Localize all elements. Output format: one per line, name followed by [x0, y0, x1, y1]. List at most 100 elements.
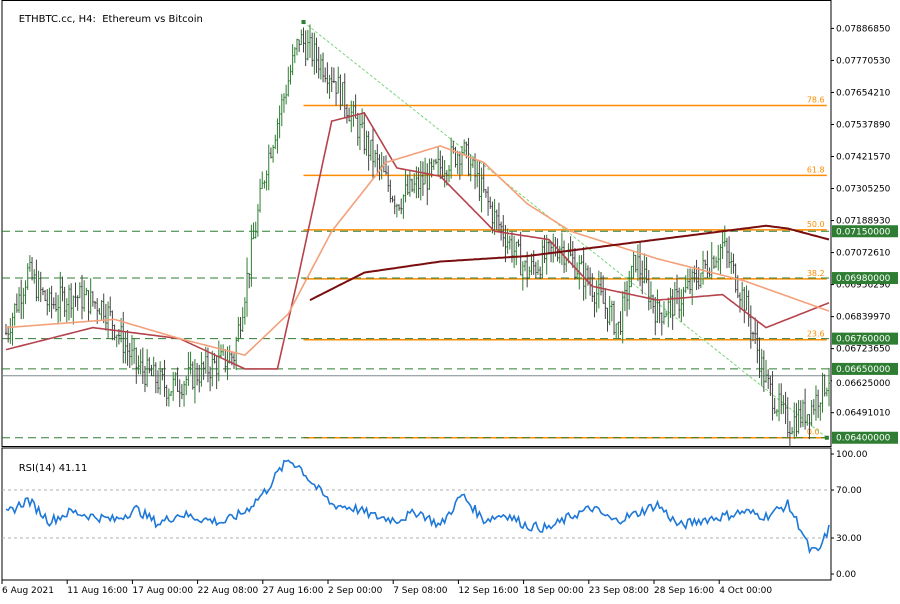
ohlc-bar [376, 144, 379, 173]
ohlc-bar [104, 303, 107, 331]
ohlc-bar [728, 236, 731, 268]
ohlc-bar [773, 397, 776, 414]
ohlc-bar [719, 244, 722, 275]
ohlc-bar [526, 251, 529, 288]
fib-level-label: 0.0 [807, 428, 820, 437]
ohlc-bar [769, 375, 772, 397]
price-axis-label: 0.07654210 [836, 88, 891, 98]
ohlc-bar [98, 308, 101, 315]
ohlc-bar [463, 139, 466, 156]
ohlc-bar [532, 250, 535, 275]
ohlc-bar [671, 289, 674, 330]
ohlc-bar [591, 273, 594, 302]
price-axis-label: 0.07770530 [836, 56, 891, 66]
ohlc-bar [461, 145, 464, 176]
ohlc-bar [508, 235, 511, 250]
ohlc-bar [343, 73, 346, 119]
rsi-panel-frame [1, 447, 832, 581]
price-axis-label: 0.06491010 [836, 409, 891, 419]
description-label: Ethereum vs Bitcoin [102, 14, 203, 25]
ohlc-bar [450, 137, 453, 179]
level-label: 0.06760000 [836, 335, 891, 345]
ohlc-bar [517, 239, 520, 247]
ohlc-bar [695, 259, 698, 291]
ohlc-bar [332, 67, 335, 84]
ohlc-bar [619, 311, 622, 335]
ohlc-bar [795, 403, 798, 437]
ohlc-bar [78, 282, 81, 299]
ohlc-bar [606, 307, 609, 332]
fib-level-label: 38.2 [807, 269, 825, 278]
trendline-anchor [824, 435, 829, 440]
ohlc-bar [191, 361, 194, 390]
ohlc-bar [808, 414, 811, 440]
ohlc-bar [443, 159, 446, 188]
trendline-anchor [301, 20, 306, 25]
ohlc-bar [285, 84, 288, 105]
ohlc-bar [172, 371, 175, 401]
ohlc-bar [395, 203, 398, 218]
ohlc-bar [680, 289, 683, 322]
price-axis-label: 0.07886850 [836, 24, 891, 34]
ohlc-bar [389, 179, 392, 203]
ohlc-bar [391, 195, 394, 203]
ohlc-bar [402, 194, 405, 219]
price-axis-label: 0.06723650 [836, 345, 891, 355]
level-label: 0.06980000 [836, 274, 891, 284]
ohlc-bar [26, 263, 29, 290]
ohlc-bar [278, 105, 281, 139]
ohlc-bar [128, 342, 131, 368]
ohlc-bar [252, 222, 255, 240]
ohlc-bar [72, 295, 75, 325]
ohlc-bar [749, 305, 752, 349]
ohlc-bar [751, 331, 754, 342]
ohlc-bar [311, 32, 314, 67]
ohlc-bar [413, 173, 416, 194]
ohlc-bar [678, 287, 681, 319]
ohlc-bar [94, 301, 97, 309]
ohlc-bar [83, 280, 86, 312]
ohlc-bar [276, 118, 279, 154]
ohlc-bar [111, 310, 114, 341]
ohlc-bar [300, 29, 303, 45]
ohlc-bar [159, 361, 162, 395]
ohlc-bar [183, 380, 186, 407]
current-price-label: 0.06625000 [836, 379, 891, 389]
ohlc-bar [309, 24, 312, 58]
ohlc-bar [747, 290, 750, 327]
time-axis-label: 23 Sep 08:00 [589, 586, 649, 596]
ohlc-bar [280, 93, 283, 127]
level-label: 0.06400000 [836, 434, 891, 444]
ohlc-bar [209, 366, 212, 392]
ohlc-bar [374, 149, 377, 168]
ohlc-bar [324, 67, 327, 83]
ohlc-bar [580, 255, 583, 265]
ohlc-bar [775, 409, 778, 417]
ohlc-bar [65, 298, 68, 323]
rsi-value: 41.11 [58, 463, 88, 474]
ohlc-bar [617, 321, 620, 339]
ohlc-bar [371, 126, 374, 178]
ohlc-bar [180, 384, 183, 400]
ohlc-bar [124, 331, 127, 364]
level-label: 0.06650000 [836, 365, 891, 375]
ohlc-bar [102, 293, 105, 324]
ohlc-bar [476, 160, 479, 188]
ohlc-bar [35, 259, 38, 302]
ohlc-bar [330, 66, 333, 92]
ohlc-bar [206, 347, 209, 383]
ohlc-bar [771, 371, 774, 421]
ohlc-bar [322, 52, 325, 83]
ohlc-bar [315, 37, 318, 74]
ohlc-bar [393, 195, 396, 215]
ohlc-bar [200, 351, 203, 387]
ohlc-bar [765, 359, 768, 383]
ohlc-bar [456, 150, 459, 175]
ohlc-bar [797, 399, 800, 434]
ohlc-bar [441, 155, 444, 179]
ohlc-bar [539, 266, 542, 280]
ohlc-bar [426, 163, 429, 206]
ohlc-bar [786, 397, 789, 437]
ohlc-bar [437, 146, 440, 176]
